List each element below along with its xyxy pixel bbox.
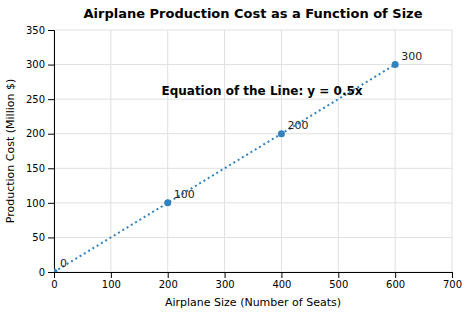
grid-line-y bbox=[54, 168, 452, 169]
grid-line-x bbox=[452, 30, 453, 272]
x-tick-label: 0 bbox=[51, 279, 57, 290]
grid-line-x bbox=[338, 30, 339, 272]
grid-line-x bbox=[281, 30, 282, 272]
x-tick-mark bbox=[452, 272, 453, 278]
x-tick: 600 bbox=[386, 272, 405, 290]
y-tick: 50 bbox=[32, 232, 54, 243]
line bbox=[54, 65, 395, 272]
y-axis-line bbox=[48, 31, 55, 273]
x-tick-label: 200 bbox=[159, 279, 178, 290]
data-label: 300 bbox=[401, 50, 422, 63]
x-tick: 0 bbox=[51, 272, 57, 290]
y-tick-mark bbox=[48, 168, 54, 169]
y-tick: 350 bbox=[26, 25, 54, 36]
grid-line-y bbox=[54, 237, 452, 238]
chart: 0 100 200 300 400 500 600 700 0 50 100 150 200 250 300… bbox=[0, 0, 474, 314]
x-tick-label: 600 bbox=[386, 279, 405, 290]
x-tick: 400 bbox=[272, 272, 291, 290]
x-tick: 200 bbox=[159, 272, 178, 290]
point bbox=[164, 199, 171, 206]
x-tick-mark bbox=[338, 272, 339, 278]
y-tick: 200 bbox=[26, 128, 54, 139]
y-tick-mark bbox=[48, 30, 54, 31]
y-tick: 100 bbox=[26, 198, 54, 209]
x-tick-label: 300 bbox=[216, 279, 235, 290]
x-tick: 300 bbox=[216, 272, 235, 290]
y-tick-mark bbox=[48, 237, 54, 238]
grid-line-y bbox=[54, 133, 452, 134]
y-tick-mark bbox=[48, 272, 54, 273]
point bbox=[278, 130, 285, 137]
y-tick-mark bbox=[48, 203, 54, 204]
x-axis-line bbox=[55, 273, 453, 279]
y-tick-label: 300 bbox=[26, 59, 45, 70]
x-tick-mark bbox=[111, 272, 112, 278]
y-tick: 250 bbox=[26, 94, 54, 105]
grid-line-x bbox=[110, 30, 111, 272]
y-tick-mark bbox=[48, 65, 54, 66]
y-tick-label: 50 bbox=[32, 232, 45, 243]
grid-line-y bbox=[54, 99, 452, 100]
plot: 0 100 200 300 400 500 600 700 0 50 100 150 200 250 300… bbox=[26, 25, 462, 290]
annotation: Equation of the Line: y = 0.5x bbox=[161, 84, 362, 98]
x-axis-title: Airplane Size (Number of Seats) bbox=[165, 296, 341, 309]
x-tick: 700 bbox=[443, 272, 462, 290]
x-tick: 100 bbox=[102, 272, 121, 290]
data-label: 0 bbox=[60, 257, 67, 270]
grid bbox=[54, 30, 452, 272]
y-tick: 150 bbox=[26, 163, 54, 174]
x-tick-label: 700 bbox=[443, 279, 462, 290]
grid-line-y bbox=[54, 202, 452, 203]
x-tick-label: 500 bbox=[329, 279, 348, 290]
y-tick-label: 250 bbox=[26, 94, 45, 105]
x-tick-mark bbox=[225, 272, 226, 278]
x-tick-label: 400 bbox=[272, 279, 291, 290]
y-tick-label: 200 bbox=[26, 128, 45, 139]
x-tick-mark bbox=[395, 272, 396, 278]
y-tick-mark bbox=[48, 134, 54, 135]
y-tick-label: 0 bbox=[39, 267, 45, 278]
data-labels: 0 100 200 300 bbox=[60, 50, 422, 270]
y-axis: 0 50 100 150 200 250 300 350 bbox=[26, 25, 55, 278]
grid-line-x bbox=[167, 30, 168, 272]
grid-line-y bbox=[54, 30, 452, 31]
y-tick: 300 bbox=[26, 59, 54, 70]
point bbox=[54, 269, 58, 273]
marks bbox=[54, 61, 399, 272]
y-tick-label: 100 bbox=[26, 198, 45, 209]
title: Airplane Production Cost as a Function o… bbox=[83, 6, 422, 21]
x-tick: 500 bbox=[329, 272, 348, 290]
y-tick: 0 bbox=[39, 267, 54, 278]
data-label: 200 bbox=[287, 119, 308, 132]
y-tick-label: 150 bbox=[26, 163, 45, 174]
point bbox=[392, 61, 399, 68]
grid-line-x bbox=[224, 30, 225, 272]
x-tick-mark bbox=[168, 272, 169, 278]
x-axis: 0 100 200 300 400 500 600 700 bbox=[51, 272, 462, 290]
x-tick-label: 100 bbox=[102, 279, 121, 290]
data-label: 100 bbox=[174, 188, 195, 201]
y-tick-mark bbox=[48, 99, 54, 100]
y-axis-title: Production Cost (Million $) bbox=[4, 79, 17, 223]
y-tick-label: 350 bbox=[26, 25, 45, 36]
x-tick-mark bbox=[281, 272, 282, 278]
